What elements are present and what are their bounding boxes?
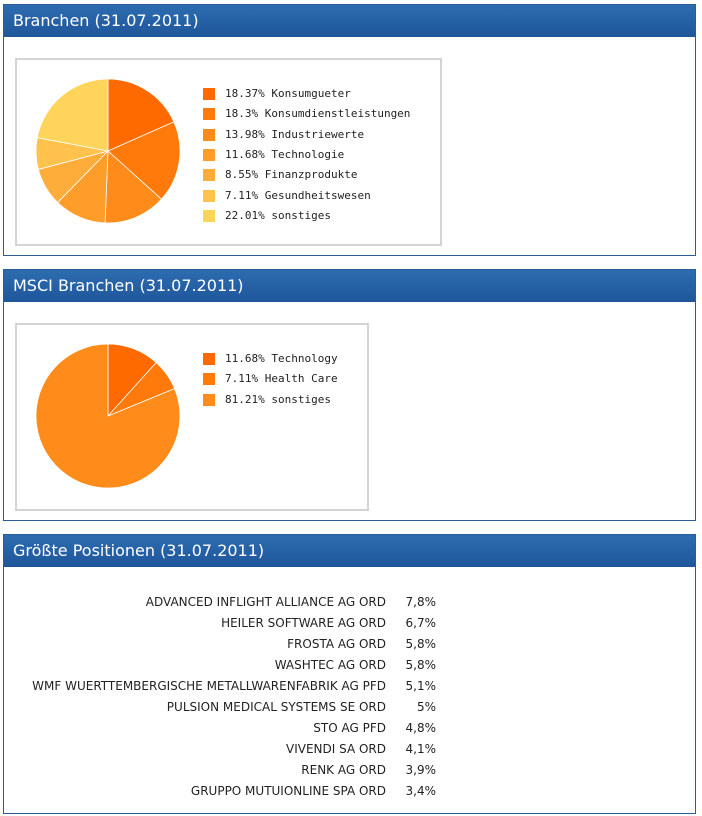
pie-slice-sonstiges (36, 78, 109, 152)
legend-item: 7.11% Gesundheitswesen (203, 189, 371, 205)
position-name: RENK AG ORD (301, 763, 386, 777)
position-weight: 7,8% (405, 595, 437, 609)
legend-label: 18.37% Konsumgueter (225, 87, 351, 100)
legend-swatch (203, 189, 215, 202)
position-row: PULSION MEDICAL SYSTEMS SE ORD 5% (4, 697, 697, 717)
legend-swatch (203, 209, 215, 222)
position-name: WASHTEC AG ORD (274, 658, 386, 672)
legend-swatch (203, 169, 215, 182)
pie-chart (35, 343, 181, 489)
position-name: FROSTA AG ORD (287, 637, 386, 651)
msci-branchen-panel: MSCI Branchen (31.07.2011) 11.68% Techno… (3, 269, 696, 521)
legend-swatch (203, 373, 215, 386)
position-row: FROSTA AG ORD 5,8% (4, 634, 697, 654)
panel-title: Branchen (31.07.2011) (4, 5, 695, 37)
legend-swatch (203, 148, 215, 161)
position-row: WMF WUERTTEMBERGISCHE METALLWARENFABRIK … (4, 676, 697, 696)
position-name: HEILER SOFTWARE AG ORD (221, 616, 386, 630)
position-weight: 6,7% (405, 616, 437, 630)
legend-item: 13.98% Industriewerte (203, 128, 364, 144)
legend-swatch (203, 393, 215, 406)
chart-box: 18.37% Konsumgueter 18.3% Konsumdienstlei… (15, 58, 442, 246)
position-row: RENK AG ORD 3,9% (4, 760, 697, 780)
legend-item: 11.68% Technologie (203, 148, 344, 164)
position-name: GRUPPO MUTUIONLINE SPA ORD (190, 784, 386, 798)
legend-item: 7.11% Health Care (203, 372, 338, 388)
legend-item: 81.21% sonstiges (203, 393, 331, 409)
position-row: VIVENDI SA ORD 4,1% (4, 739, 697, 759)
position-row: HEILER SOFTWARE AG ORD 6,7% (4, 613, 697, 633)
pie-slice-konsumgueter (107, 78, 175, 152)
legend-swatch (203, 108, 215, 121)
legend-item: 22.01% sonstiges (203, 209, 331, 225)
legend-swatch (203, 128, 215, 141)
positions-panel: Größte Positionen (31.07.2011) ADVANCED … (3, 534, 696, 814)
position-weight: 3,4% (405, 784, 437, 798)
position-weight: 5,8% (405, 658, 437, 672)
position-weight: 4,8% (405, 721, 437, 735)
pie-chart (35, 78, 181, 224)
position-weight: 5% (416, 700, 436, 714)
position-name: STO AG PFD (313, 721, 386, 735)
legend-label: 7.11% Health Care (225, 372, 338, 386)
position-weight: 5,8% (405, 637, 437, 651)
pie-slice-konsumdienstleistungen (107, 121, 181, 200)
legend-item: 8.55% Finanzprodukte (203, 168, 357, 184)
position-name: ADVANCED INFLIGHT ALLIANCE AG ORD (145, 595, 386, 609)
legend-item: 11.68% Technology (203, 352, 338, 368)
legend-label: 11.68% Technologie (225, 147, 345, 161)
panel-title: Größte Positionen (31.07.2011) (4, 535, 695, 567)
legend-label: 7.11% Gesundheitswesen (225, 188, 371, 202)
position-row: ADVANCED INFLIGHT ALLIANCE AG ORD 7,8% (4, 592, 697, 612)
pie-slice-industriewerte (104, 150, 163, 224)
pie-slice-sonstiges (35, 343, 181, 489)
chart-box: 11.68% Technology 7.11% Health Care 81.21%… (15, 323, 369, 511)
position-weight: 5,1% (405, 679, 437, 693)
position-weight: 3,9% (405, 763, 437, 777)
legend-label: 22.01% sonstiges (225, 208, 331, 222)
legend-item: 18.37% Konsumgueter (203, 87, 351, 103)
legend-item: 18.3% Konsumdienstleistungen (203, 107, 410, 123)
legend-label: 8.55% Finanzprodukte (225, 168, 358, 182)
legend-label: 81.21% sonstiges (225, 392, 331, 406)
position-weight: 4,1% (405, 742, 437, 756)
position-row: WASHTEC AG ORD 5,8% (4, 655, 697, 675)
panel-title: MSCI Branchen (31.07.2011) (4, 270, 695, 302)
position-name: WMF WUERTTEMBERGISCHE METALLWARENFABRIK … (32, 679, 386, 693)
position-name: PULSION MEDICAL SYSTEMS SE ORD (166, 700, 386, 714)
legend-label: 18.3% Konsumdienstleistungen (225, 107, 411, 121)
legend-swatch (203, 88, 215, 100)
legend-swatch (203, 353, 215, 365)
branchen-panel: Branchen (31.07.2011) 18.37% Konsumguete… (3, 4, 696, 256)
legend-label: 13.98% Industriewerte (225, 127, 365, 141)
legend-label: 11.68% Technology (225, 352, 338, 365)
position-name: VIVENDI SA ORD (286, 742, 386, 756)
position-row: STO AG PFD 4,8% (4, 718, 697, 738)
position-row: GRUPPO MUTUIONLINE SPA ORD 3,4% (4, 781, 697, 801)
